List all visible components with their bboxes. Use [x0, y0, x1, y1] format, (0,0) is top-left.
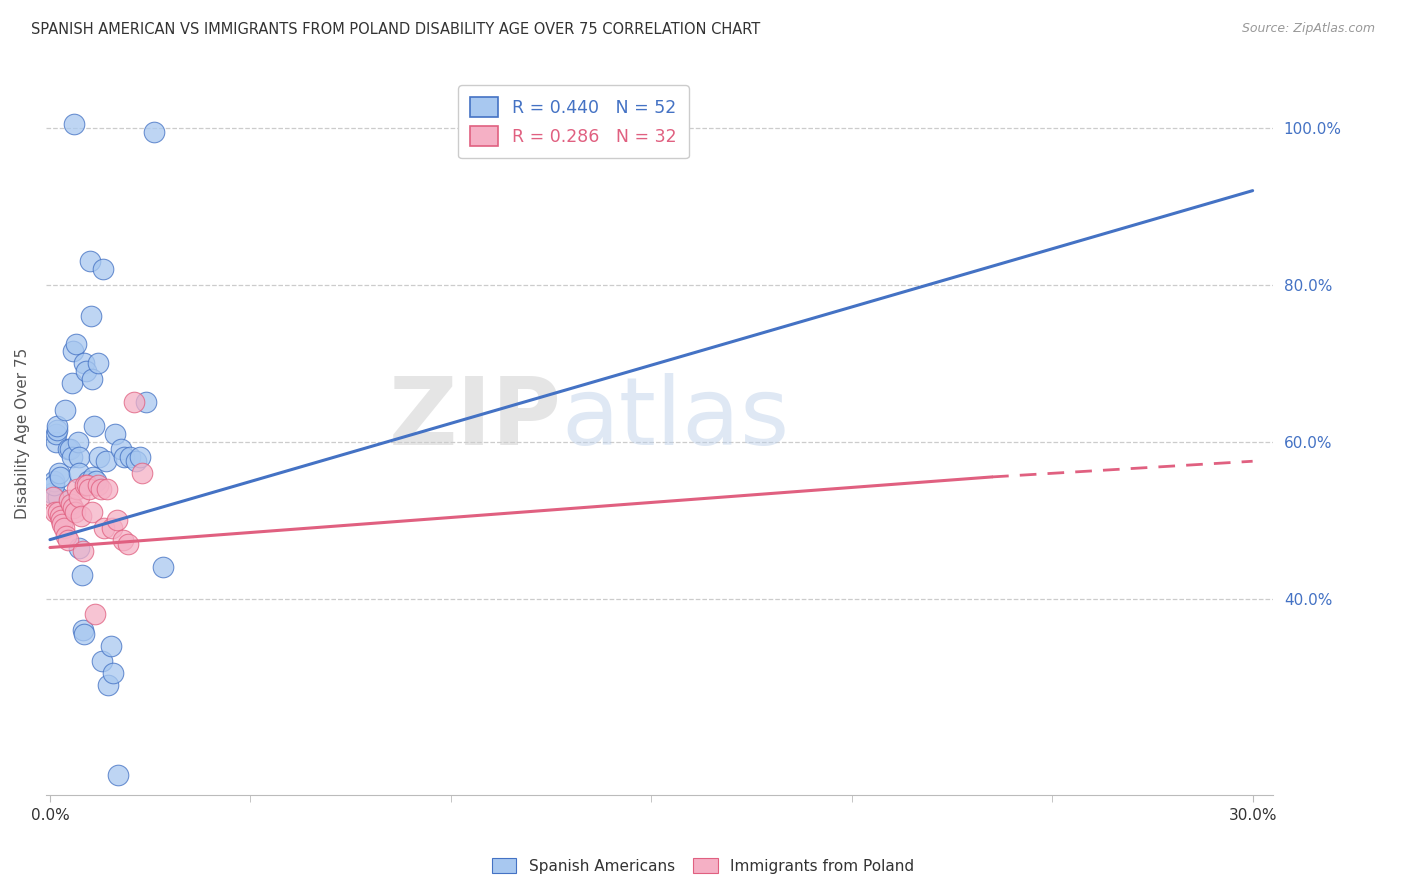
Point	[135, 395, 157, 409]
Point	[111, 533, 134, 547]
Point	[129, 450, 152, 465]
Point	[56, 533, 79, 547]
Point	[101, 521, 124, 535]
Point	[100, 639, 122, 653]
Point	[53, 403, 76, 417]
Point	[75, 477, 97, 491]
Point	[46, 505, 69, 519]
Point	[59, 497, 82, 511]
Y-axis label: Disability Age Over 75: Disability Age Over 75	[15, 348, 30, 519]
Point	[41, 485, 63, 500]
Point	[91, 654, 114, 668]
Point	[76, 477, 98, 491]
Point	[80, 372, 103, 386]
Point	[62, 501, 84, 516]
Point	[120, 450, 142, 465]
Point	[72, 544, 94, 558]
Point	[91, 262, 114, 277]
Point	[42, 490, 65, 504]
Point	[94, 454, 117, 468]
Point	[82, 470, 104, 484]
Point	[65, 336, 87, 351]
Point	[84, 474, 107, 488]
Point	[87, 477, 110, 491]
Point	[96, 482, 118, 496]
Point	[45, 423, 67, 437]
Point	[45, 426, 67, 441]
Point	[49, 513, 72, 527]
Text: Source: ZipAtlas.com: Source: ZipAtlas.com	[1241, 22, 1375, 36]
Point	[45, 434, 67, 449]
Point	[67, 434, 90, 449]
Point	[77, 474, 100, 488]
Point	[80, 309, 103, 323]
Point	[112, 450, 135, 465]
Point	[55, 529, 77, 543]
Point	[83, 419, 105, 434]
Point	[67, 490, 90, 504]
Point	[90, 482, 112, 496]
Point	[59, 442, 82, 457]
Point	[83, 607, 105, 622]
Point	[53, 521, 76, 535]
Point	[48, 490, 70, 504]
Point	[101, 666, 124, 681]
Point	[60, 450, 83, 465]
Point	[87, 356, 110, 370]
Point	[48, 466, 70, 480]
Point	[104, 426, 127, 441]
Point	[62, 376, 84, 390]
Legend: R = 0.440   N = 52, R = 0.286   N = 32: R = 0.440 N = 52, R = 0.286 N = 32	[458, 86, 689, 159]
Point	[117, 536, 139, 550]
Point	[75, 364, 97, 378]
Point	[72, 623, 94, 637]
Point	[72, 627, 94, 641]
Point	[70, 509, 93, 524]
Point	[66, 482, 89, 496]
Point	[97, 678, 120, 692]
Point	[105, 513, 128, 527]
Point	[63, 117, 86, 131]
Point	[42, 474, 65, 488]
Point	[122, 395, 145, 409]
Point	[80, 505, 103, 519]
Point	[131, 466, 153, 480]
Point	[152, 560, 174, 574]
Point	[45, 419, 67, 434]
Text: atlas: atlas	[561, 374, 789, 466]
Point	[73, 356, 96, 370]
Point	[62, 344, 84, 359]
Point	[143, 125, 166, 139]
Point	[67, 466, 90, 480]
Legend: Spanish Americans, Immigrants from Poland: Spanish Americans, Immigrants from Polan…	[486, 852, 920, 880]
Point	[49, 470, 72, 484]
Point	[70, 568, 93, 582]
Point	[79, 254, 101, 268]
Point	[107, 768, 129, 782]
Point	[67, 450, 90, 465]
Point	[51, 516, 73, 531]
Point	[49, 509, 72, 524]
Point	[63, 505, 86, 519]
Text: ZIP: ZIP	[388, 374, 561, 466]
Text: SPANISH AMERICAN VS IMMIGRANTS FROM POLAND DISABILITY AGE OVER 75 CORRELATION CH: SPANISH AMERICAN VS IMMIGRANTS FROM POLA…	[31, 22, 761, 37]
Point	[44, 505, 66, 519]
Point	[110, 442, 132, 457]
Point	[87, 450, 110, 465]
Point	[77, 482, 100, 496]
Point	[67, 541, 90, 555]
Point	[56, 442, 79, 457]
Point	[42, 477, 65, 491]
Point	[125, 454, 148, 468]
Point	[58, 493, 80, 508]
Point	[93, 521, 115, 535]
